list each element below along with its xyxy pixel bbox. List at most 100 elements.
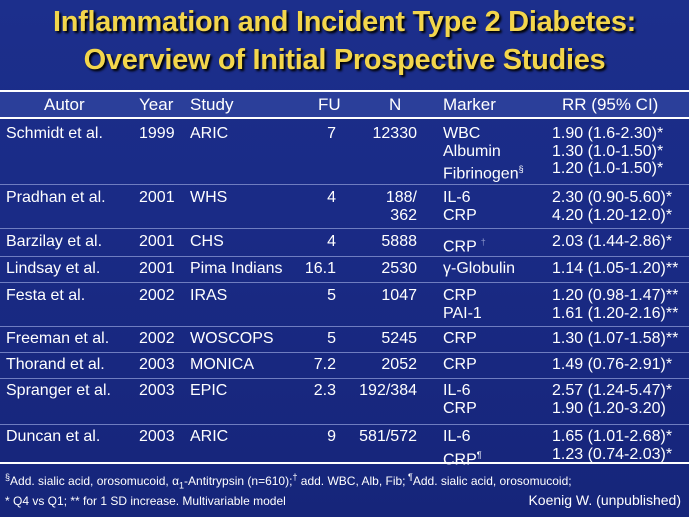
cell-fu: 4: [327, 189, 336, 206]
marker-text: IL-6: [443, 189, 471, 206]
cell-rr: 1.65 (1.01-2.68)*: [552, 428, 673, 445]
marker-text: IL-6: [443, 428, 471, 445]
pilcrow-mark: ¶: [405, 472, 413, 482]
cell-rr: 1.61 (1.20-2.16)**: [552, 304, 679, 322]
cell-fu: 7: [327, 125, 336, 142]
cell-rr: 1.49 (0.76-2.91)*: [552, 356, 673, 373]
cell-study: ARIC: [190, 125, 229, 142]
cell-study: EPIC: [190, 382, 228, 399]
dagger-mark: †: [292, 472, 298, 482]
cell-fu: 4: [327, 233, 336, 250]
cell-rr: 1.20 (0.98-1.47)**: [552, 287, 679, 304]
marker-text: CRP: [443, 356, 477, 373]
cell-marker: PAI-1: [443, 305, 482, 323]
cell-year: 2003: [139, 428, 175, 445]
header-n: N: [389, 95, 402, 114]
slide-title-line-2: Overview of Initial Prospective Studies: [83, 44, 606, 76]
cell-marker: CRP †: [443, 233, 486, 256]
cell-rr: 1.14 (1.05-1.20)**: [552, 260, 679, 277]
row-divider: [0, 326, 689, 327]
cell-marker: IL-6: [443, 428, 471, 446]
marker-note: §: [518, 164, 524, 174]
cell-n: 5888: [381, 233, 417, 250]
cell-study: WHS: [190, 189, 228, 206]
marker-text: CRP: [443, 330, 477, 347]
marker-text: Fibrinogen: [443, 165, 519, 183]
cell-rr: 1.90 (1.6-2.30)*: [552, 125, 664, 142]
source-credit: Koenig W. (unpublished): [528, 492, 681, 508]
cell-year: 2001: [139, 233, 175, 250]
cell-study: MONICA: [190, 356, 254, 373]
cell-autor: Schmidt et al.: [6, 125, 103, 142]
cell-year: 2001: [139, 189, 175, 206]
footnote-subscript: 1: [179, 480, 185, 491]
cell-marker: CRP: [443, 287, 477, 305]
cell-marker: Albumin: [443, 143, 501, 161]
cell-rr: 4.20 (1.20-12.0)*: [552, 206, 673, 224]
footnote-section-text-2: -Antitrypsin (n=610);: [184, 474, 293, 488]
cell-autor: Duncan et al.: [6, 428, 101, 445]
table-bottom-rule: [0, 462, 689, 464]
marker-text: CRP: [443, 450, 477, 468]
cell-fu: 9: [327, 428, 336, 445]
cell-autor: Barzilay et al.: [6, 233, 103, 250]
row-divider: [0, 228, 689, 229]
cell-marker: CRP: [443, 207, 477, 225]
cell-study: ARIC: [190, 428, 229, 445]
slide-title-line-1: Inflammation and Incident Type 2 Diabete…: [52, 6, 637, 38]
marker-text: CRP: [443, 287, 477, 304]
cell-n: 192/384: [359, 382, 417, 399]
marker-note: ¶: [476, 449, 482, 460]
cell-year: 2001: [139, 260, 175, 277]
cell-autor: Freeman et al.: [6, 330, 110, 347]
cell-marker: CRP: [443, 330, 477, 348]
table-top-rule: [0, 90, 689, 92]
cell-rr: 2.57 (1.24-5.47)*: [552, 382, 673, 399]
header-year: Year: [139, 95, 174, 114]
cell-study: Pima Indians: [190, 260, 283, 277]
cell-n: 2530: [381, 260, 417, 277]
row-divider: [0, 378, 689, 379]
cell-study: CHS: [190, 233, 224, 250]
footnote-line-1: §Add. sialic acid, orosomucoid, α1-Antit…: [5, 469, 685, 493]
cell-n: 5245: [381, 330, 417, 347]
cell-n: 581/572: [359, 428, 417, 445]
row-divider: [0, 424, 689, 425]
cell-autor: Pradhan et al.: [6, 189, 106, 206]
cell-marker: CRP: [443, 356, 477, 374]
cell-fu: 5: [327, 330, 336, 347]
cell-rr: 1.20 (1.0-1.50)*: [552, 160, 664, 177]
cell-rr: 2.30 (0.90-5.60)*: [552, 189, 673, 206]
cell-fu: 16.1: [304, 260, 336, 277]
footnote-line-2: * Q4 vs Q1; ** for 1 SD increase. Multiv…: [5, 494, 286, 509]
cell-autor: Lindsay et al.: [6, 260, 101, 277]
header-fu: FU: [318, 95, 341, 114]
marker-text: CRP: [443, 399, 477, 417]
table-header: [0, 92, 689, 117]
row-divider: [0, 256, 689, 257]
cell-fu: 2.3: [313, 382, 336, 399]
marker-text: PAI-1: [443, 304, 482, 322]
cell-study: WOSCOPS: [190, 330, 274, 347]
footnote-pilcrow-text: Add. sialic acid, orosomucoid;: [412, 474, 572, 488]
row-divider: [0, 352, 689, 353]
cell-year: 2002: [139, 330, 175, 347]
marker-text: WBC: [443, 125, 481, 142]
cell-n: 1047: [381, 287, 417, 304]
cell-rr: 1.30 (1.0-1.50)*: [552, 142, 664, 160]
cell-autor: Festa et al.: [6, 287, 86, 304]
cell-rr: 1.90 (1.20-3.20): [552, 399, 666, 417]
row-divider: [0, 282, 689, 283]
marker-text: Albumin: [443, 142, 501, 160]
cell-rr: 1.30 (1.07-1.58)**: [552, 330, 679, 347]
cell-n: 12330: [372, 125, 418, 142]
cell-year: 2002: [139, 287, 175, 304]
header-study: Study: [190, 95, 234, 114]
cell-rr: 1.23 (0.74-2.03)*: [552, 445, 673, 463]
cell-autor: Spranger et al.: [6, 382, 111, 399]
cell-marker: Fibrinogen§: [443, 160, 524, 183]
header-marker: Marker: [443, 95, 496, 114]
cell-marker: IL-6: [443, 382, 471, 400]
marker-text: CRP: [443, 238, 477, 256]
footnote: §Add. sialic acid, orosomucoid, α1-Antit…: [5, 469, 685, 509]
